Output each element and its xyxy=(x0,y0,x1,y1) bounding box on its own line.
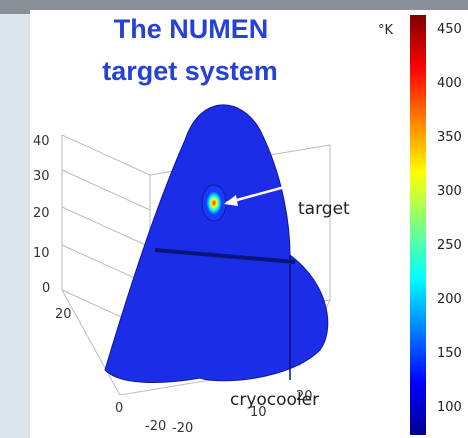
z-tick-label: 20 xyxy=(33,206,50,221)
colorbar xyxy=(410,15,426,435)
colorbar-tick-label: 300 xyxy=(437,184,462,199)
colorbar-tick-label: 200 xyxy=(437,292,462,307)
z-tick-label: 0 xyxy=(42,281,50,296)
z-tick-label: 40 xyxy=(33,134,50,149)
x-tick-label: 20 xyxy=(55,307,72,322)
figure: The NUMEN target system °K 4504003503002… xyxy=(0,0,468,438)
colorbar-tick-label: 150 xyxy=(437,346,462,361)
title: target system xyxy=(102,56,278,86)
x-tick-label: 0 xyxy=(115,401,123,416)
z-tick-label: 30 xyxy=(33,169,50,184)
title: The NUMEN xyxy=(114,14,269,44)
colorbar-tick-label: 100 xyxy=(437,400,462,415)
colorbar-tick-label: 350 xyxy=(437,130,462,145)
colorbar-tick-label: 450 xyxy=(437,22,462,37)
colorbar-tick-label: 400 xyxy=(437,76,462,91)
cryocooler-label: cryocooler xyxy=(230,390,319,410)
x-tick-label: -20 xyxy=(145,419,166,434)
y-tick-label: -20 xyxy=(172,421,193,436)
target-label: target xyxy=(298,199,350,219)
colorbar-unit: °K xyxy=(378,23,394,38)
colorbar-tick-label: 250 xyxy=(437,238,462,253)
z-tick-label: 10 xyxy=(33,246,50,261)
